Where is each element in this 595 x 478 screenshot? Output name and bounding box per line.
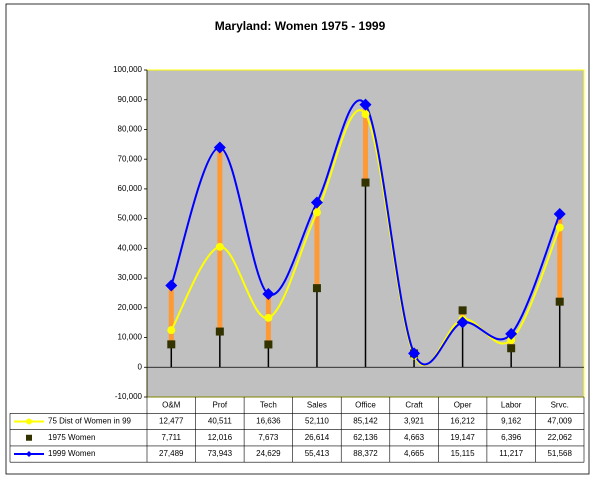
- table-value: 3,921: [404, 417, 425, 426]
- x-tick-label: Oper: [454, 400, 472, 409]
- x-tick-label: Labor: [501, 400, 522, 409]
- table-value: 12,016: [208, 433, 233, 442]
- table-value: 26,614: [305, 433, 330, 442]
- table-value: 4,663: [404, 433, 425, 442]
- table-value: 4,665: [404, 449, 425, 458]
- table-value: 7,673: [258, 433, 279, 442]
- table-value: 55,413: [305, 449, 330, 458]
- table-value: 51,568: [547, 449, 572, 458]
- point: [264, 313, 273, 322]
- y-tick-label: 80,000: [118, 125, 143, 134]
- point: [507, 344, 516, 353]
- x-tick-label: Craft: [405, 400, 423, 409]
- legend-marker: [26, 451, 32, 458]
- legend-label: 75 Dist of Women in 99: [48, 417, 132, 426]
- up-down-bar: [168, 285, 174, 345]
- table-value: 16,636: [256, 417, 281, 426]
- y-tick-label: 70,000: [118, 154, 143, 163]
- point: [312, 284, 321, 293]
- y-tick-label: 30,000: [118, 273, 143, 282]
- table-value: 11,217: [499, 449, 523, 458]
- point: [215, 327, 224, 336]
- table-value: 24,629: [256, 449, 281, 458]
- point: [312, 208, 321, 217]
- x-tick-label: O&M: [162, 400, 181, 409]
- legend-marker: [26, 434, 32, 441]
- y-tick-label: 10,000: [118, 333, 143, 342]
- table-value: 47,009: [547, 417, 572, 426]
- table-value: 27,489: [159, 449, 184, 458]
- point: [359, 98, 372, 111]
- x-tick-label: Prof: [212, 400, 227, 409]
- table-value: 52,110: [305, 417, 329, 426]
- up-down-bar: [363, 104, 368, 183]
- point: [505, 327, 518, 340]
- table-value: 62,136: [353, 433, 378, 442]
- point: [555, 297, 564, 306]
- point: [361, 178, 370, 187]
- table-value: 73,943: [208, 449, 233, 458]
- legend-label: 1975 Women: [48, 433, 95, 442]
- y-tick-label: 90,000: [118, 95, 143, 104]
- table-value: 7,711: [162, 433, 182, 442]
- y-tick-label: -10,000: [115, 392, 143, 401]
- point: [553, 207, 566, 220]
- table-value: 12,477: [159, 417, 184, 426]
- y-tick-label: 50,000: [118, 214, 143, 223]
- point: [310, 196, 323, 209]
- y-tick-label: 100,000: [113, 65, 142, 74]
- up-down-bar: [314, 202, 320, 289]
- table-value: 85,142: [353, 417, 378, 426]
- y-tick-label: 20,000: [118, 303, 143, 312]
- table-value: 6,396: [501, 433, 522, 442]
- point: [555, 223, 564, 232]
- y-tick-label: 40,000: [118, 243, 143, 252]
- point: [264, 340, 273, 349]
- point: [215, 242, 224, 251]
- point: [165, 279, 178, 292]
- y-tick-label: 0: [138, 362, 143, 371]
- point: [458, 306, 467, 315]
- point: [408, 347, 421, 360]
- up-down-bar: [557, 213, 563, 302]
- point: [213, 141, 226, 154]
- table-value: 9,162: [501, 417, 522, 426]
- legend-label: 1999 Women: [48, 449, 95, 458]
- table-value: 88,372: [353, 449, 378, 458]
- up-down-bar: [217, 147, 223, 332]
- point: [262, 288, 275, 301]
- table-value: 15,115: [451, 449, 475, 458]
- x-tick-label: Sales: [307, 400, 327, 409]
- x-tick-label: Office: [355, 400, 376, 409]
- table-value: 40,511: [208, 417, 232, 426]
- point: [456, 316, 469, 329]
- table-value: 19,147: [450, 433, 475, 442]
- point: [167, 326, 176, 335]
- x-tick-label: Srvc.: [551, 400, 569, 409]
- point: [167, 340, 176, 349]
- chart-title: Maryland: Women 1975 - 1999: [215, 19, 386, 33]
- table-value: 22,062: [547, 433, 572, 442]
- table-value: 16,212: [450, 417, 475, 426]
- point: [507, 336, 516, 345]
- legend-marker: [26, 418, 32, 425]
- y-tick-label: 60,000: [118, 184, 143, 193]
- point: [361, 110, 370, 119]
- x-tick-label: Tech: [260, 400, 277, 409]
